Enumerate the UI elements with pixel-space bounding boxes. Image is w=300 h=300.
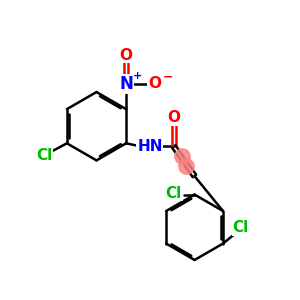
Text: N: N <box>119 75 133 93</box>
Text: O: O <box>148 76 161 92</box>
Text: O: O <box>167 110 180 125</box>
Text: +: + <box>133 70 142 80</box>
Text: Cl: Cl <box>166 186 182 201</box>
Text: O: O <box>120 47 133 62</box>
Text: HN: HN <box>137 139 163 154</box>
Text: Cl: Cl <box>232 220 249 235</box>
Text: Cl: Cl <box>36 148 52 163</box>
Text: −: − <box>162 70 173 83</box>
